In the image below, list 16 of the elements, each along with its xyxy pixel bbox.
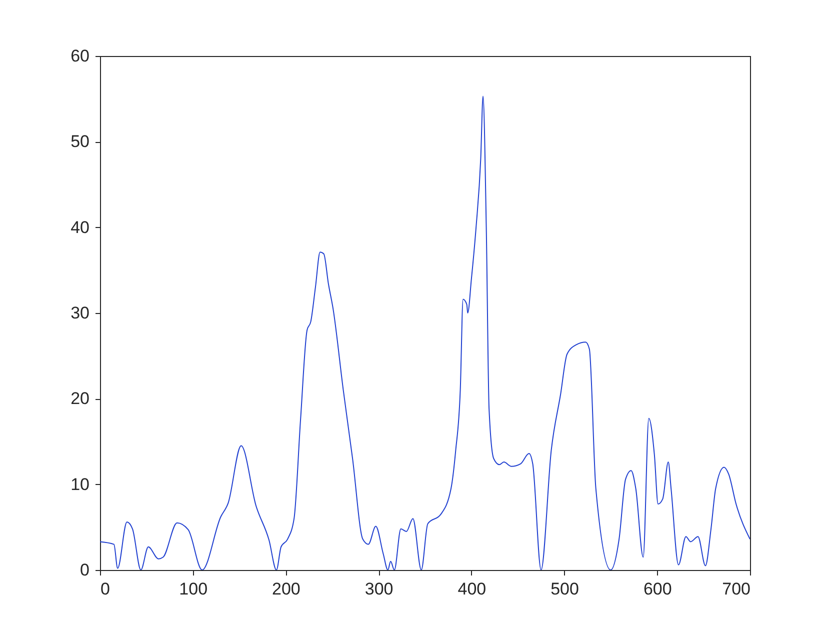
x-tick-label: 400 <box>458 580 486 598</box>
x-tick-label: 100 <box>179 580 208 598</box>
x-tick-label: 700 <box>722 580 750 598</box>
y-tick-label: 60 <box>70 46 90 66</box>
x-tick-label: 300 <box>364 580 394 598</box>
y-tick-label: 50 <box>70 132 90 152</box>
y-tick-label: 30 <box>70 304 90 322</box>
y-tick-label: 0 <box>80 560 90 580</box>
x-tick-label: 200 <box>272 580 300 598</box>
x-tick-label: 0 <box>100 580 110 598</box>
y-tick-label: 40 <box>70 218 90 237</box>
y-tick-label: 20 <box>70 389 90 408</box>
y-tick-label: 10 <box>70 474 90 494</box>
x-tick-label: 500 <box>550 580 579 598</box>
line-series <box>100 96 750 570</box>
x-tick-label: 600 <box>643 580 672 598</box>
